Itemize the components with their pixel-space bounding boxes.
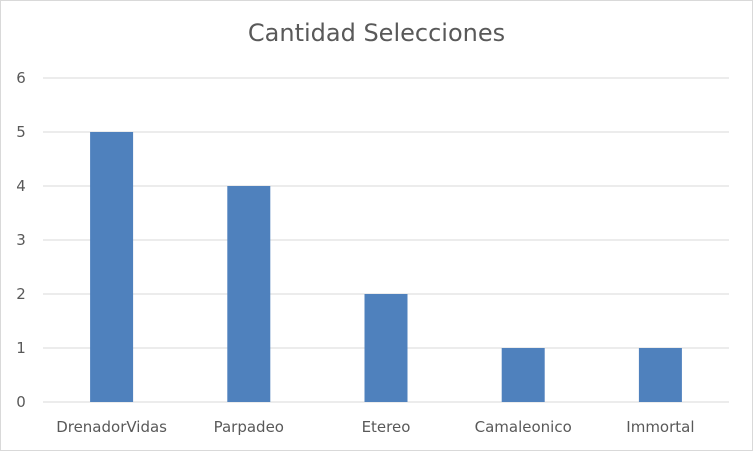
y-tick-label: 5 [16,123,26,141]
x-tick-label: Parpadeo [214,418,284,436]
y-tick-label: 1 [16,339,26,357]
x-tick-label: Immortal [626,418,694,436]
chart-title: Cantidad Selecciones [247,19,506,47]
y-tick-label: 3 [16,231,26,249]
y-tick-label: 6 [16,69,26,87]
bar-parpadeo [227,186,271,402]
x-tick-label: Camaleonico [475,418,572,436]
bar-drenadorvidas [90,132,134,402]
y-tick-label: 2 [16,285,26,303]
y-tick-label: 0 [16,393,26,411]
y-tick-label: 4 [16,177,26,195]
bar-etereo [364,294,408,402]
bar-immortal [638,348,682,402]
x-tick-label: DrenadorVidas [56,418,167,436]
bar-camaleonico [501,348,545,402]
x-tick-label: Etereo [362,418,411,436]
